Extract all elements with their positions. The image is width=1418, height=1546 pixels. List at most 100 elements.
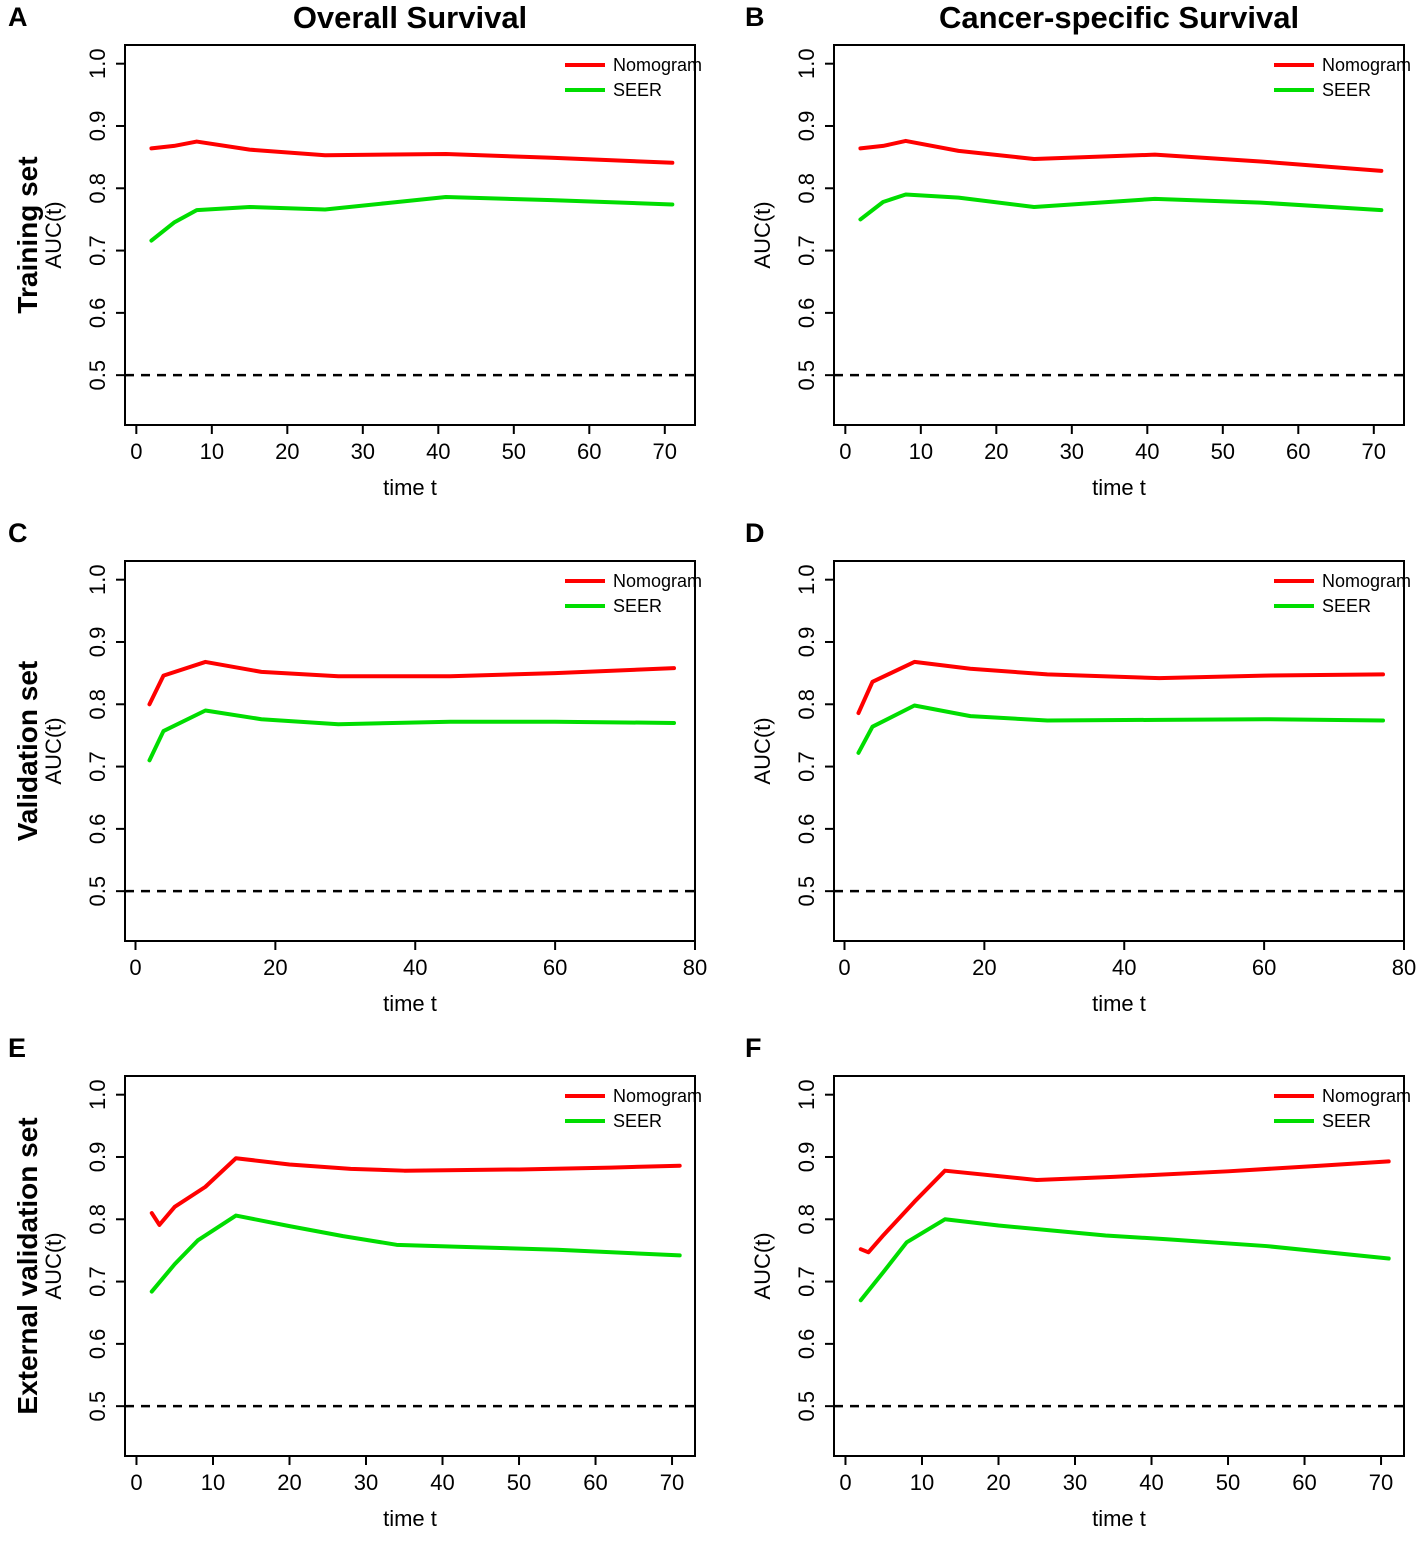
svg-text:20: 20 xyxy=(986,1470,1010,1495)
panel-letter-c: C xyxy=(8,518,28,548)
panel-letter-f: F xyxy=(745,1033,762,1063)
svg-text:50: 50 xyxy=(1216,1470,1240,1495)
svg-text:0.7: 0.7 xyxy=(85,1266,110,1297)
panel-c: C Validation set 0 20 40 60 80 0.5 0.6 0.7 0.8 0.… xyxy=(0,516,709,1031)
svg-text:40: 40 xyxy=(1112,955,1136,980)
svg-text:AUC(t): AUC(t) xyxy=(750,1232,775,1299)
panel-f: F 0 10 20 30 40 50 60 70 0.5 0.6 0.7 0.8 0.9 1.0 time … xyxy=(709,1031,1418,1546)
svg-text:40: 40 xyxy=(1139,1470,1163,1495)
svg-text:80: 80 xyxy=(683,955,707,980)
svg-text:0.9: 0.9 xyxy=(85,111,110,142)
svg-text:0.8: 0.8 xyxy=(794,173,819,204)
svg-text:50: 50 xyxy=(502,439,526,464)
svg-text:0.5: 0.5 xyxy=(794,360,819,391)
svg-text:1.0: 1.0 xyxy=(85,564,110,595)
svg-text:0: 0 xyxy=(130,439,142,464)
svg-text:60: 60 xyxy=(1286,439,1310,464)
svg-text:0.5: 0.5 xyxy=(85,876,110,907)
svg-text:SEER: SEER xyxy=(613,80,662,100)
svg-text:50: 50 xyxy=(507,1470,531,1495)
svg-text:0: 0 xyxy=(838,955,850,980)
svg-text:AUC(t): AUC(t) xyxy=(750,201,775,268)
svg-text:SEER: SEER xyxy=(1322,596,1371,616)
svg-text:50: 50 xyxy=(1211,439,1235,464)
svg-text:10: 10 xyxy=(909,439,933,464)
panel-letter-e: E xyxy=(8,1033,27,1063)
svg-text:60: 60 xyxy=(583,1470,607,1495)
svg-text:60: 60 xyxy=(577,439,601,464)
svg-text:0.7: 0.7 xyxy=(794,235,819,266)
svg-text:30: 30 xyxy=(351,439,375,464)
svg-text:0.7: 0.7 xyxy=(794,751,819,782)
panel-letter-d: D xyxy=(745,518,765,548)
panel-letter-a: A xyxy=(8,2,28,32)
svg-text:time t: time t xyxy=(1092,475,1146,500)
svg-text:0.8: 0.8 xyxy=(85,173,110,204)
svg-text:20: 20 xyxy=(984,439,1008,464)
svg-text:0.8: 0.8 xyxy=(794,1204,819,1235)
svg-text:20: 20 xyxy=(972,955,996,980)
svg-text:60: 60 xyxy=(1252,955,1276,980)
column-title-cancer-specific-survival: Cancer-specific Survival xyxy=(938,0,1300,35)
auc-plot-a: 0 10 20 30 40 50 60 70 0.5 0.6 0.7 0.8 0.9 1.0 time t A… xyxy=(41,44,702,500)
panel-d: D 0 20 40 60 80 0.5 0.6 0.7 0.8 0.9 1.0 time t AUC(t… xyxy=(709,516,1418,1031)
svg-text:AUC(t): AUC(t) xyxy=(41,201,66,268)
auc-plot-d: 0 20 40 60 80 0.5 0.6 0.7 0.8 0.9 1.0 time t AUC(t) N… xyxy=(750,560,1416,1016)
svg-text:SEER: SEER xyxy=(1322,80,1371,100)
svg-text:70: 70 xyxy=(1369,1470,1393,1495)
svg-text:time t: time t xyxy=(1092,991,1146,1016)
svg-text:70: 70 xyxy=(660,1470,684,1495)
svg-text:0.5: 0.5 xyxy=(85,360,110,391)
svg-text:30: 30 xyxy=(1063,1470,1087,1495)
svg-text:1.0: 1.0 xyxy=(794,564,819,595)
svg-text:AUC(t): AUC(t) xyxy=(750,717,775,784)
svg-text:0: 0 xyxy=(839,439,851,464)
svg-text:0.9: 0.9 xyxy=(85,627,110,658)
auc-plot-c: 0 20 40 60 80 0.5 0.6 0.7 0.8 0.9 1.0 time t AUC(t) N… xyxy=(41,560,707,1016)
svg-text:30: 30 xyxy=(1060,439,1084,464)
panel-a: A Overall Survival Training set 0 10 20 30 4… xyxy=(0,0,709,515)
svg-text:AUC(t): AUC(t) xyxy=(41,1232,66,1299)
svg-text:0.5: 0.5 xyxy=(794,1391,819,1422)
svg-text:0.6: 0.6 xyxy=(794,298,819,329)
svg-text:0.9: 0.9 xyxy=(794,111,819,142)
svg-text:10: 10 xyxy=(200,439,224,464)
svg-text:10: 10 xyxy=(201,1470,225,1495)
svg-text:0.7: 0.7 xyxy=(794,1266,819,1297)
svg-text:0.6: 0.6 xyxy=(85,298,110,329)
svg-text:0.8: 0.8 xyxy=(794,689,819,720)
svg-text:0.9: 0.9 xyxy=(85,1142,110,1173)
panel-b: B Cancer-specific Survival 0 10 20 30 40 50 60… xyxy=(709,0,1418,515)
svg-text:Nomogram: Nomogram xyxy=(1322,571,1411,591)
svg-text:SEER: SEER xyxy=(613,596,662,616)
svg-text:60: 60 xyxy=(543,955,567,980)
svg-text:0.6: 0.6 xyxy=(794,1329,819,1360)
svg-text:time t: time t xyxy=(1092,1506,1146,1531)
svg-text:20: 20 xyxy=(263,955,287,980)
svg-text:0: 0 xyxy=(839,1470,851,1495)
svg-text:1.0: 1.0 xyxy=(794,1079,819,1110)
svg-text:0: 0 xyxy=(130,1470,142,1495)
svg-text:40: 40 xyxy=(426,439,450,464)
svg-text:0.5: 0.5 xyxy=(794,876,819,907)
svg-text:Nomogram: Nomogram xyxy=(613,571,702,591)
svg-text:SEER: SEER xyxy=(1322,1111,1371,1131)
panel-e: E External validation set 0 10 20 30 40 50 60 7… xyxy=(0,1031,709,1546)
svg-text:1.0: 1.0 xyxy=(85,1079,110,1110)
svg-text:80: 80 xyxy=(1392,955,1416,980)
svg-text:20: 20 xyxy=(275,439,299,464)
svg-text:time t: time t xyxy=(383,991,437,1016)
svg-text:0.5: 0.5 xyxy=(85,1391,110,1422)
svg-text:SEER: SEER xyxy=(613,1111,662,1131)
svg-text:0.6: 0.6 xyxy=(794,814,819,845)
svg-text:Nomogram: Nomogram xyxy=(1322,55,1411,75)
svg-text:40: 40 xyxy=(1135,439,1159,464)
svg-text:AUC(t): AUC(t) xyxy=(41,717,66,784)
svg-text:0: 0 xyxy=(129,955,141,980)
svg-text:0.9: 0.9 xyxy=(794,627,819,658)
svg-text:1.0: 1.0 xyxy=(85,48,110,79)
svg-text:0.6: 0.6 xyxy=(85,814,110,845)
svg-text:0.8: 0.8 xyxy=(85,1204,110,1235)
svg-text:20: 20 xyxy=(277,1470,301,1495)
